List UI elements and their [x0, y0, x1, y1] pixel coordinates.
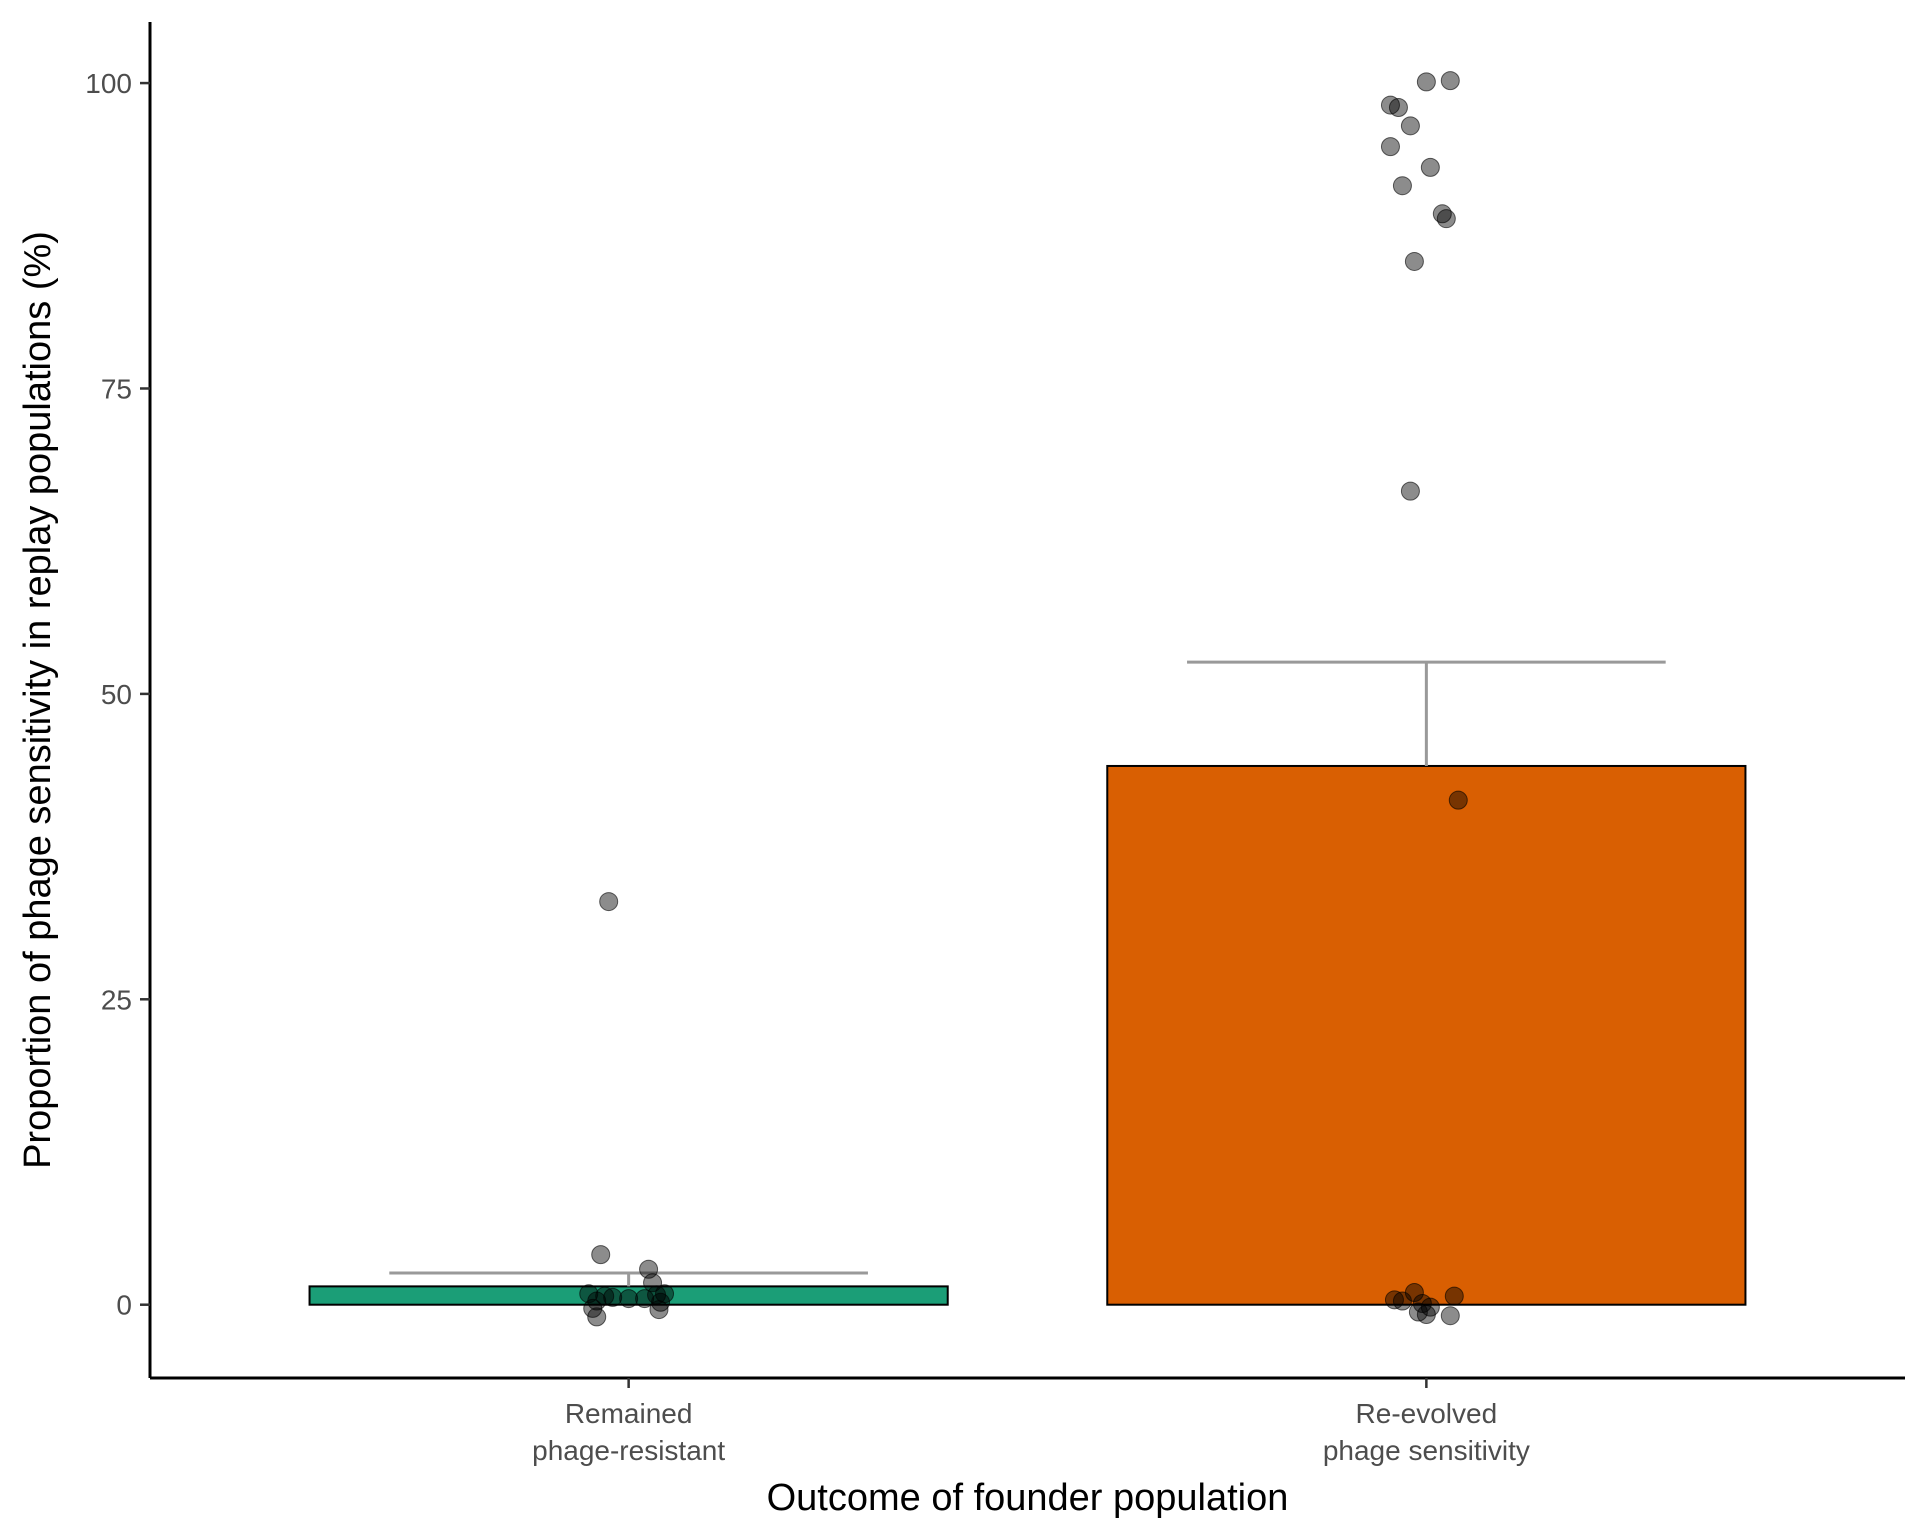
x-tick-label-0-line-0: Remained: [565, 1398, 693, 1429]
data-point-1: [591, 1245, 611, 1265]
x-tick-label-0-line-1: phage-resistant: [532, 1435, 725, 1466]
data-point-23: [1392, 176, 1412, 196]
data-point-6: [603, 1287, 623, 1307]
data-point-37: [1440, 1306, 1460, 1326]
y-axis-title: Proportion of phage sensitivity in repla…: [17, 231, 59, 1169]
data-point-25: [1436, 209, 1456, 229]
x-tick-label-1-line-1: phage sensitivity: [1323, 1435, 1530, 1466]
y-tick-label-2: 50: [101, 679, 132, 710]
points-layer: [579, 71, 1468, 1327]
data-point-19: [1388, 98, 1408, 118]
y-tick-label-4: 100: [85, 68, 132, 99]
data-point-22: [1420, 157, 1440, 177]
data-point-18: [1380, 95, 1400, 115]
data-point-15: [635, 1289, 655, 1309]
axes-layer: [148, 22, 1905, 1380]
y-axis-ticks: 0 25 50 75 100: [85, 68, 150, 1321]
x-tick-label-1-line-0: Re-evolved: [1356, 1398, 1498, 1429]
data-point-30: [1444, 1286, 1464, 1306]
data-point-16: [1416, 72, 1436, 92]
y-tick-label-0: 0: [116, 1290, 132, 1321]
data-point-4: [579, 1284, 599, 1304]
error-bars-layer: [389, 660, 1666, 1287]
x-axis-ticks: Remained phage-resistant Re-evolved phage s…: [532, 1378, 1530, 1466]
bar-1: [1106, 764, 1747, 1306]
data-point-36: [1416, 1304, 1436, 1324]
data-point-0: [599, 892, 619, 912]
x-axis-title: Outcome of founder population: [767, 1477, 1289, 1519]
data-point-14: [587, 1307, 607, 1327]
data-point-11: [651, 1292, 671, 1312]
data-point-21: [1380, 137, 1400, 157]
data-point-28: [1448, 790, 1468, 810]
y-tick-label-3: 75: [101, 373, 132, 404]
data-point-20: [1400, 116, 1420, 136]
data-point-7: [619, 1289, 639, 1309]
data-point-26: [1404, 251, 1424, 271]
data-point-32: [1392, 1291, 1412, 1311]
data-point-17: [1440, 71, 1460, 91]
data-point-27: [1400, 481, 1420, 501]
data-point-13: [649, 1300, 669, 1320]
data-point-31: [1384, 1290, 1404, 1310]
bars-layer: [308, 764, 1747, 1306]
data-point-35: [1408, 1302, 1428, 1322]
y-tick-label-1: 25: [101, 984, 132, 1015]
data-point-3: [643, 1273, 663, 1293]
